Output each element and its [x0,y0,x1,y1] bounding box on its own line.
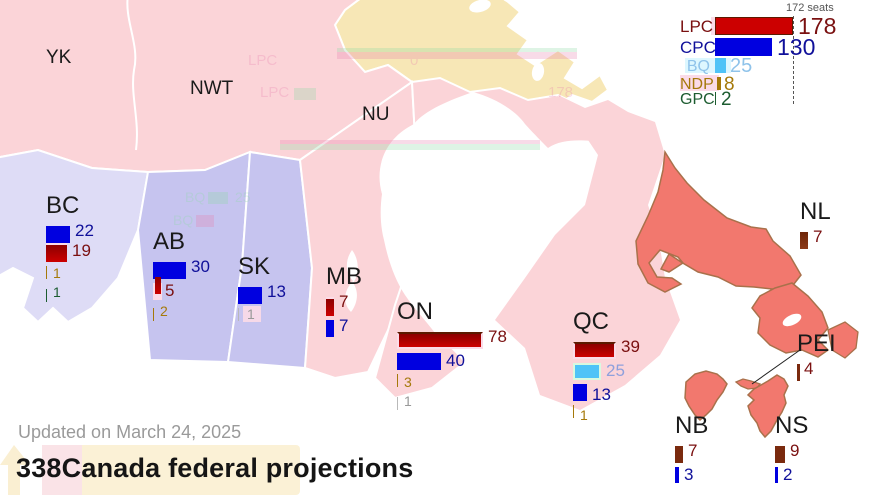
svg-text:LPC: LPC [248,52,277,69]
svg-text:NWT: NWT [190,78,234,99]
svg-text:178: 178 [548,84,573,101]
svg-text:25: 25 [235,189,251,205]
svg-text:LPC: LPC [260,84,289,101]
svg-text:NU: NU [362,104,389,125]
svg-text:YK: YK [46,47,72,68]
